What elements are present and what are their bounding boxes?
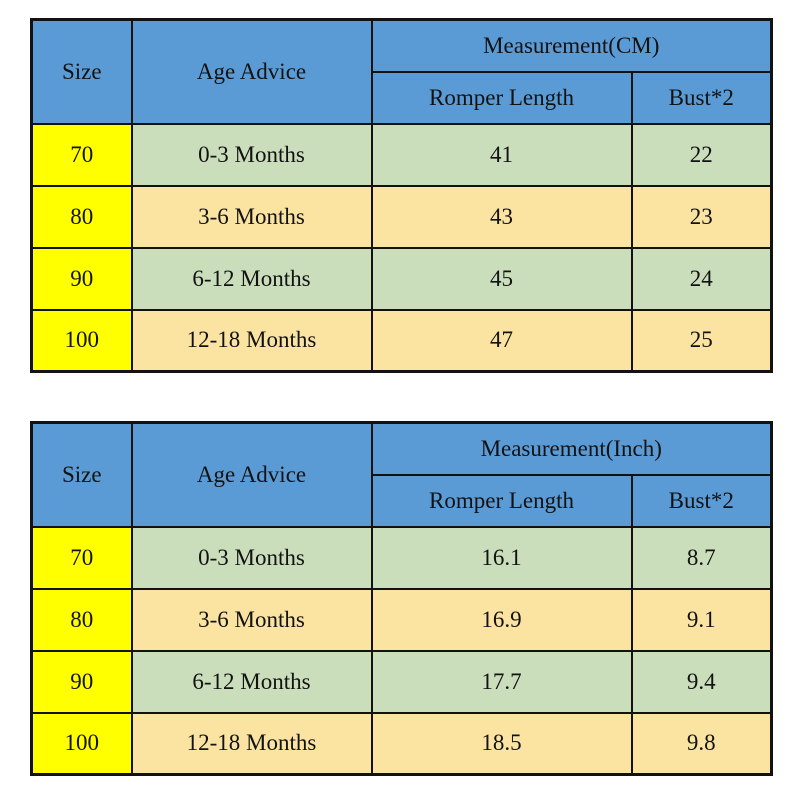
romper-length-value: 16.9 [370,587,633,652]
col-header-romper-length: Romper Length [370,70,633,125]
romper-length-value: 47 [370,308,633,373]
table-row: 90 6-12 Months 17.7 9.4 [30,649,773,714]
size-value: 80 [30,184,133,249]
size-value: 90 [30,649,133,714]
age-value: 0-3 Months [130,525,373,590]
age-value: 12-18 Months [130,711,373,776]
col-header-age-advice: Age Advice [130,421,373,528]
table-row: 100 12-18 Months 47 25 [30,308,773,373]
col-header-romper-length: Romper Length [370,473,633,528]
size-table-cm: Size Age Advice Measurement(CM) Romper L… [30,18,774,373]
age-value: 6-12 Months [130,649,373,714]
size-table-inch: Size Age Advice Measurement(Inch) Romper… [30,421,773,776]
col-header-age-advice: Age Advice [130,18,373,125]
size-value: 70 [30,525,133,590]
bust-value: 8.7 [630,525,773,590]
bust-value: 24 [630,246,773,311]
header-row-cm: Size Age Advice Measurement(CM) [30,18,773,125]
table-row: 90 6-12 Months 45 24 [30,246,773,311]
size-value: 90 [30,246,133,311]
romper-length-value: 41 [370,122,633,187]
age-value: 3-6 Months [130,587,373,652]
measurement-group-header-cm: Measurement(CM) [370,18,773,73]
table-row: 100 12-18 Months 18.5 9.8 [30,711,773,776]
age-value: 3-6 Months [130,184,373,249]
bust-value: 9.4 [630,649,773,714]
header-row-inch: Size Age Advice Measurement(Inch) [30,421,773,528]
col-header-bust: Bust*2 [630,473,773,528]
size-value: 80 [30,587,133,652]
romper-length-value: 16.1 [370,525,633,590]
measurement-group-header-inch: Measurement(Inch) [370,421,773,476]
size-value: 100 [30,308,133,373]
romper-length-value: 17.7 [370,649,633,714]
subheader-row-inch: Romper Length Bust*2 [32,473,773,528]
size-value: 70 [30,122,133,187]
bust-value: 25 [630,308,773,373]
table-row: 80 3-6 Months 16.9 9.1 [30,587,773,652]
size-value: 100 [30,711,133,776]
bust-value: 9.1 [630,587,773,652]
age-value: 6-12 Months [130,246,373,311]
table-row: 70 0-3 Months 16.1 8.7 [30,525,773,590]
bust-value: 23 [630,184,773,249]
romper-length-value: 43 [370,184,633,249]
bust-value: 22 [630,122,773,187]
bust-value: 9.8 [630,711,773,776]
col-header-bust: Bust*2 [630,70,773,125]
subheader-row-cm: Romper Length Bust*2 [32,70,773,125]
table-row: 80 3-6 Months 43 23 [30,184,773,249]
romper-length-value: 45 [370,246,633,311]
col-header-size: Size [30,18,133,125]
age-value: 12-18 Months [130,308,373,373]
col-header-size: Size [30,421,133,528]
romper-length-value: 18.5 [370,711,633,776]
age-value: 0-3 Months [130,122,373,187]
table-row: 70 0-3 Months 41 22 [30,122,773,187]
